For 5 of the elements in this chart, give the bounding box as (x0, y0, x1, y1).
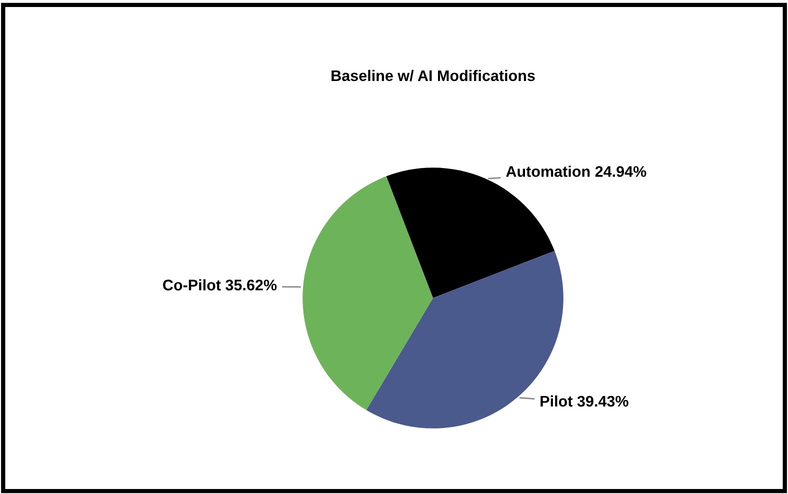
pie-slice (302, 176, 433, 410)
chart-title: Baseline w/ AI Modifications (332, 70, 535, 82)
slice-label: Automation 24.94% (506, 166, 646, 177)
slice-label: Pilot 39.43% (540, 395, 628, 407)
slice-label: Co-Pilot 35.62% (163, 279, 277, 290)
